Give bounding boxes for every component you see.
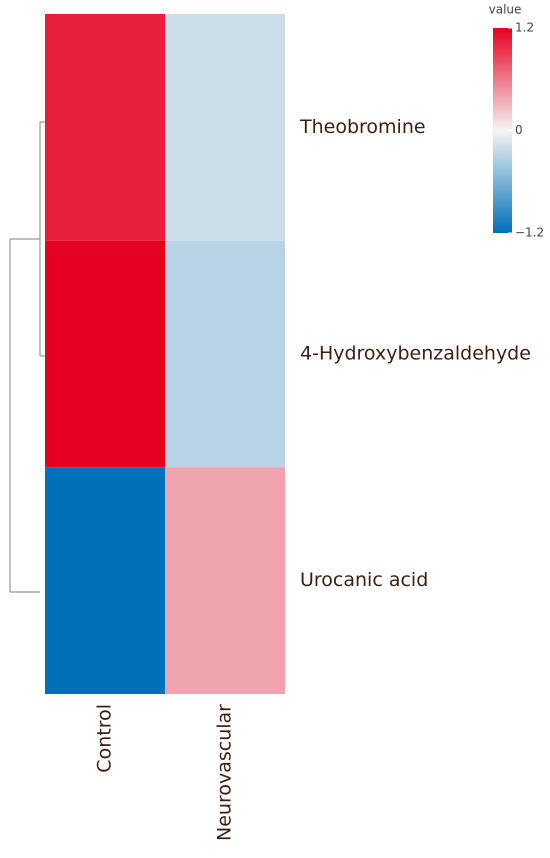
column-label: Neurovascular: [214, 704, 236, 841]
column-label: Control: [94, 704, 116, 773]
row-label: Theobromine: [299, 116, 426, 138]
colorbar-tick-label: 0: [515, 123, 523, 137]
colorbar-tick-label: 1.2: [515, 21, 534, 35]
colorbar: [493, 28, 512, 233]
colorbar-tick-label: −1.2: [515, 226, 544, 240]
heatmap-cell: [45, 240, 165, 468]
row-label: 4-Hydroxybenzaldehyde: [300, 343, 531, 365]
heatmap-cell: [165, 240, 285, 468]
dendrogram: [9, 121, 45, 593]
heatmap-cell: [165, 467, 285, 694]
row-label: Urocanic acid: [300, 569, 428, 591]
colorbar-title: value: [489, 3, 522, 17]
heatmap-cell: [165, 14, 285, 241]
heatmap-cell: [45, 467, 165, 694]
heatmap-cell: [45, 14, 165, 241]
